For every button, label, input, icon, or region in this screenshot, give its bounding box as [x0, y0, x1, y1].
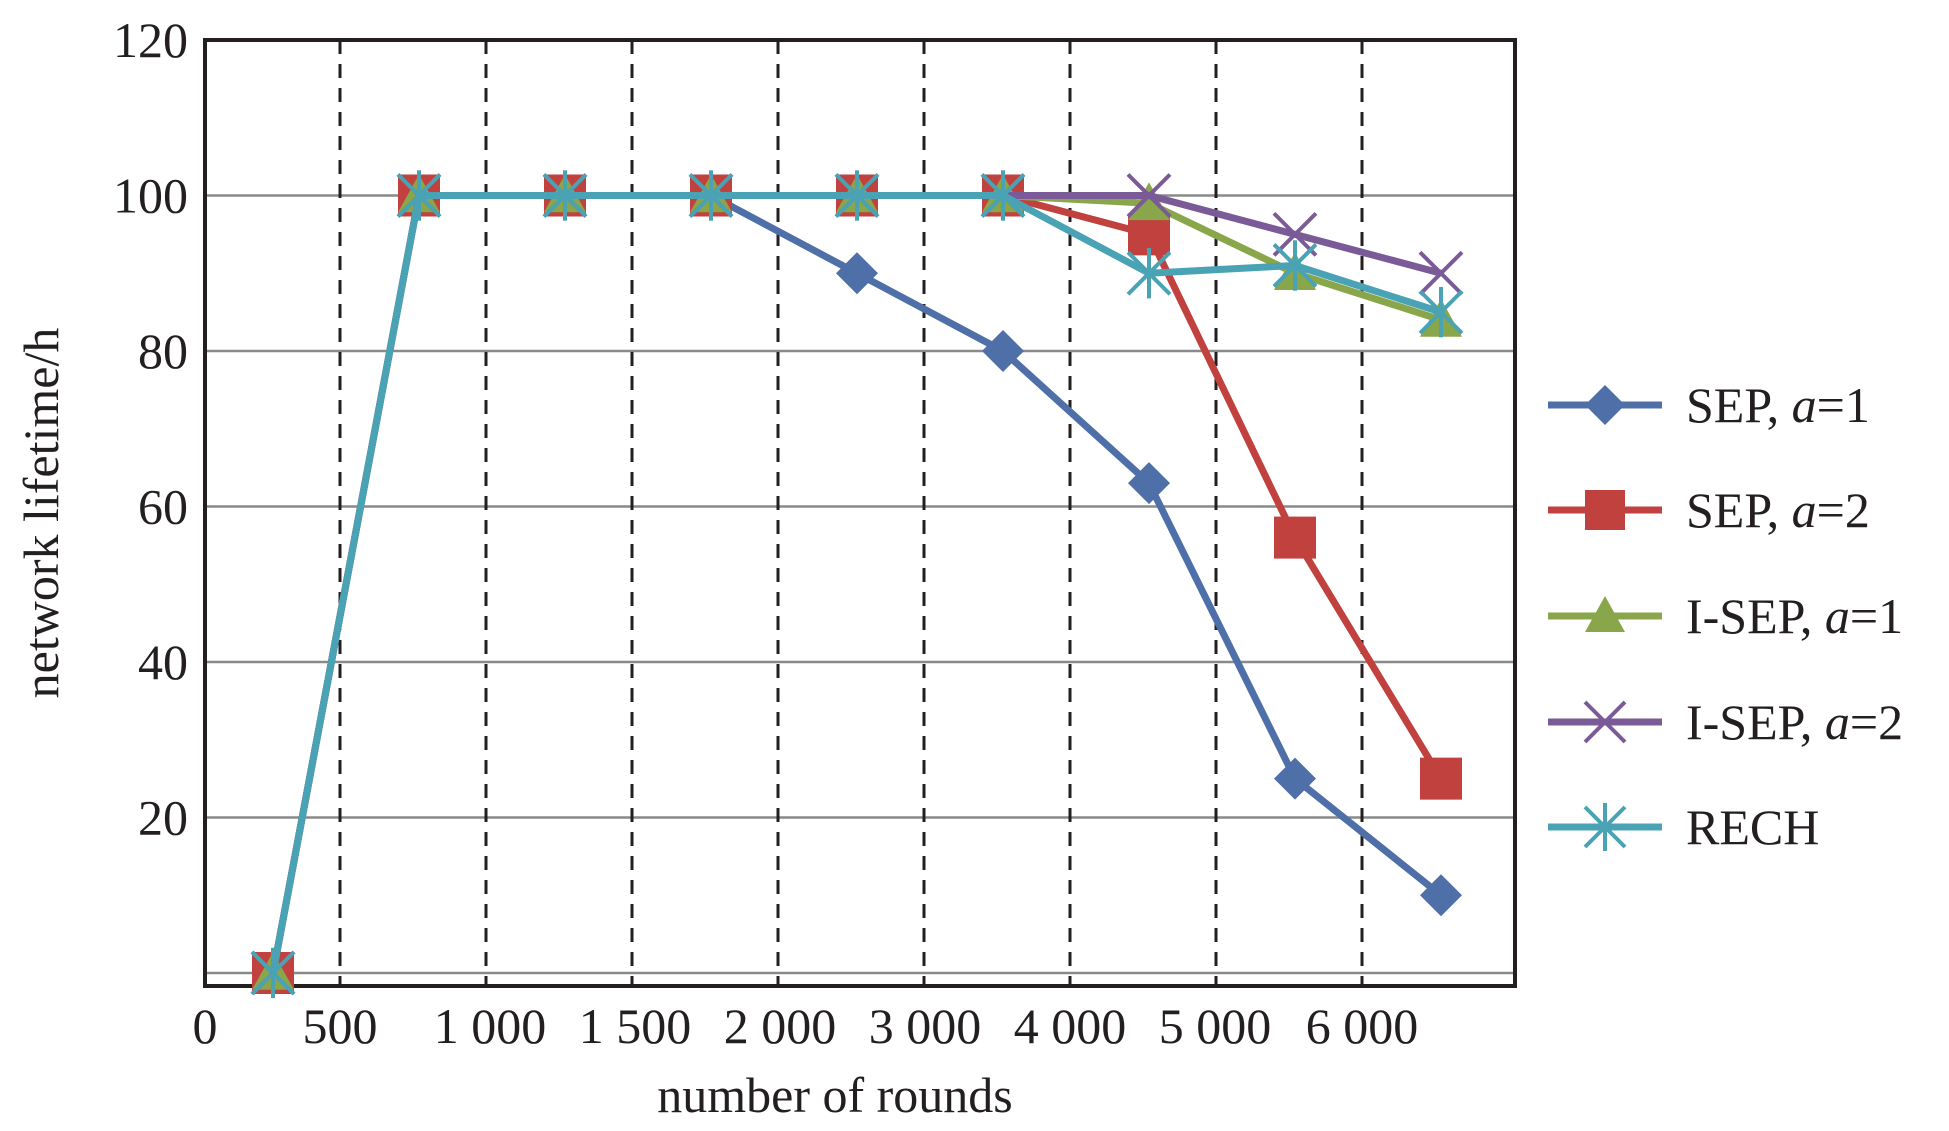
series-layer [250, 170, 1464, 999]
y-tick-label: 40 [138, 634, 188, 690]
series-line [269, 192, 1444, 974]
square-marker [1585, 490, 1625, 530]
x-tick-label: 0 [193, 998, 218, 1054]
x-marker-stroke [1272, 211, 1318, 257]
diamond-marker [1274, 757, 1316, 800]
series-line [269, 192, 1443, 974]
x-marker [1272, 211, 1318, 257]
legend-label: I-SEP, a=2 [1686, 694, 1903, 750]
x-axis-ticks: 0 500 1 000 1 500 2 000 3 000 4 000 5 000 6 000 [193, 998, 1419, 1054]
x-marker [1583, 700, 1627, 744]
legend-item: I-SEP, a=1 [1548, 588, 1903, 644]
star-marker [1418, 286, 1464, 338]
series-line [269, 192, 1443, 974]
legend-label: SEP, a=1 [1686, 377, 1870, 433]
legend-label: I-SEP, a=1 [1686, 588, 1903, 644]
y-tick-label: 100 [113, 168, 188, 224]
series-i-sep-a-2 [250, 173, 1464, 996]
y-axis-title: network lifetime/h [13, 328, 69, 699]
x-marker-stroke [1126, 173, 1172, 218]
x-tick-label: 1 000 [434, 998, 547, 1054]
legend-item: SEP, a=2 [1548, 482, 1870, 538]
diamond-marker [982, 330, 1024, 372]
x-marker-stroke [1418, 250, 1464, 296]
series-sep-a-1 [252, 174, 1462, 994]
x-marker-stroke [1583, 700, 1627, 744]
diamond-marker [1128, 462, 1170, 505]
star-marker [250, 947, 296, 999]
star-marker [980, 170, 1026, 221]
diamond-marker [1420, 874, 1462, 917]
series-line [269, 192, 1442, 974]
x-tick-label: 500 [303, 998, 378, 1054]
legend-item: I-SEP, a=2 [1548, 694, 1903, 750]
star-marker [688, 170, 734, 221]
series-line [269, 192, 1444, 974]
legend-label: SEP, a=2 [1686, 482, 1870, 538]
x-axis-title: number of rounds [657, 1067, 1013, 1123]
star-marker [1272, 240, 1318, 291]
y-tick-label: 20 [138, 790, 188, 846]
x-tick-label: 3 000 [869, 998, 982, 1054]
legend-label: RECH [1686, 799, 1819, 855]
star-marker [396, 170, 442, 221]
star-marker [542, 170, 588, 221]
series-sep-a-2 [252, 174, 1462, 994]
horizontal-gridlines [205, 194, 1515, 975]
star-marker [1583, 803, 1627, 851]
star-marker [834, 170, 880, 221]
legend-item: RECH [1548, 799, 1819, 855]
diamond-marker [836, 252, 878, 295]
diamond-marker [1585, 385, 1625, 425]
x-tick-label: 5 000 [1159, 998, 1272, 1054]
series-rech [250, 170, 1464, 999]
square-marker [1274, 516, 1316, 559]
y-axis-ticks: 20 40 60 80 100 120 [113, 12, 188, 846]
x-tick-label: 4 000 [1014, 998, 1127, 1054]
series-i-sep-a-1 [252, 174, 1462, 990]
legend-item: SEP, a=1 [1548, 377, 1870, 433]
square-marker [1420, 757, 1462, 800]
y-tick-label: 120 [113, 12, 188, 68]
x-marker [1126, 173, 1172, 218]
x-tick-label: 2 000 [724, 998, 837, 1054]
legend: SEP, a=1 SEP, a=2 I-SEP, a=1 I-SEP, a=2 RECH [1548, 377, 1903, 855]
triangle-marker [1585, 596, 1625, 632]
x-tick-label: 1 500 [579, 998, 692, 1054]
x-marker [1418, 250, 1464, 296]
x-tick-label: 6 000 [1306, 998, 1419, 1054]
star-marker [1126, 248, 1172, 299]
triangle-marker [1128, 182, 1170, 221]
plot-frame [203, 38, 1517, 988]
y-tick-label: 80 [138, 323, 188, 379]
y-tick-label: 60 [138, 479, 188, 535]
